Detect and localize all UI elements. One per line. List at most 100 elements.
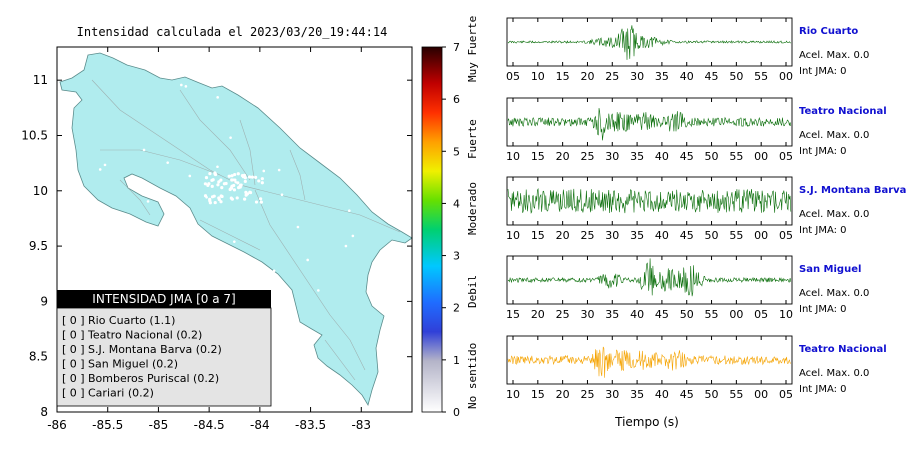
station-dot (111, 281, 114, 284)
time-tick-label: 10 (506, 150, 520, 163)
station-dot (219, 200, 223, 204)
station-dot (211, 178, 215, 182)
station-dot (285, 117, 288, 121)
colorbar-tick-label: 4 (453, 197, 460, 210)
station-name: Teatro Nacional (799, 106, 887, 117)
legend-item-label: Bomberos Puriscal (0.2) (88, 372, 219, 385)
time-tick-label: 45 (705, 70, 719, 83)
station-dot (231, 178, 235, 182)
station-dot (243, 197, 247, 201)
seismogram-panels: 05 10 15 20 25 30 35 40 45 50 55 00 Rio Cuarto Acel. … (506, 17, 906, 401)
colorbar-ticks: 0 1 2 3 4 5 6 7 (442, 41, 460, 419)
station-dot (156, 248, 159, 252)
station-dot (210, 195, 215, 199)
waveform-line (507, 258, 792, 297)
time-tick-label: 35 (630, 388, 644, 401)
seismogram-panel: 10 15 20 25 30 35 40 45 50 55 00 05 S.J. Montana Bar… (506, 176, 906, 242)
time-tick-label: 20 (531, 308, 545, 321)
accel-max: Acel. Max. 0.0 (799, 368, 869, 379)
colorbar-band-label: Fuerte (466, 119, 479, 159)
legend-item-value: [ 0 ] (62, 314, 85, 327)
time-tick-label: 35 (605, 308, 619, 321)
intensity-colorbar (421, 46, 443, 413)
time-tick-label: 55 (754, 70, 768, 83)
station-dot (259, 200, 263, 204)
station-dot (123, 285, 127, 289)
time-tick-label: 00 (779, 70, 793, 83)
lon-tick-label: -85 (149, 418, 169, 432)
colorbar-tick-label: 6 (453, 93, 460, 106)
station-dot (233, 172, 237, 177)
time-tick-label: 50 (705, 388, 719, 401)
trace-frame (506, 176, 793, 226)
waveform-line (507, 187, 792, 214)
time-tick-label: 05 (779, 150, 793, 163)
station-dot (260, 181, 264, 185)
station-dot (259, 197, 263, 201)
station-dot (216, 165, 219, 169)
station-dot (184, 85, 188, 88)
time-tick-label: 55 (729, 150, 743, 163)
station-dot (216, 96, 219, 99)
colorbar-tick-label: 2 (453, 302, 460, 315)
colorbar-tick-label: 7 (453, 41, 460, 54)
lat-tick-label: 11 (33, 73, 48, 87)
time-tick-label: 35 (655, 70, 669, 83)
time-tick-label: 05 (779, 229, 793, 242)
lon-tick-label: -85.5 (92, 418, 123, 432)
legend-item-value: [ 0 ] (62, 343, 85, 356)
station-dot (230, 174, 234, 178)
station-dot (219, 194, 223, 198)
station-name: San Miguel (799, 264, 861, 275)
station-dot (208, 201, 212, 205)
station-dot (103, 163, 107, 167)
time-tick-label: 45 (680, 388, 694, 401)
station-dot (207, 182, 211, 186)
time-tick-label: 35 (630, 229, 644, 242)
station-dot (238, 185, 242, 189)
time-tick-label: 25 (580, 388, 594, 401)
station-dot (213, 171, 217, 175)
station-dot (250, 175, 255, 179)
time-tick-label: 05 (506, 70, 520, 83)
seismogram-panel: 05 10 15 20 25 30 35 40 45 50 55 00 Rio Cuarto Acel. … (506, 17, 869, 83)
time-tick-label: 45 (680, 150, 694, 163)
lon-tick-label: -84 (250, 418, 270, 432)
waveform-line (507, 108, 792, 141)
costa-rica-landmass (59, 52, 413, 407)
waveform-line (507, 346, 792, 378)
station-dot (98, 168, 102, 171)
station-dot (188, 174, 192, 178)
time-tick-label: 55 (729, 229, 743, 242)
station-dot (219, 248, 223, 252)
station-dot (243, 179, 247, 184)
time-tick-label: 40 (680, 70, 694, 83)
time-tick-label: 45 (680, 229, 694, 242)
station-dot (204, 176, 209, 180)
station-dot (241, 175, 245, 179)
colorbar-tick-label: 1 (453, 354, 460, 367)
intensity-legend: INTENSIDAD JMA [0 a 7] [ 0 ] Rio Cuarto (… (56, 290, 272, 407)
station-dot (233, 240, 236, 243)
colorbar-band-label: Muy Fuerte (466, 16, 479, 82)
station-dot (245, 192, 250, 196)
time-tick-label: 25 (580, 229, 594, 242)
time-tick-label: 25 (605, 70, 619, 83)
station-dot (205, 195, 208, 199)
accel-max: Acel. Max. 0.0 (799, 209, 869, 220)
station-dot (254, 200, 259, 204)
time-tick-label: 00 (729, 308, 743, 321)
station-dot (227, 174, 231, 178)
time-tick-label: 40 (655, 229, 669, 242)
station-name: Teatro Nacional (799, 344, 887, 355)
legend-title: INTENSIDAD JMA [0 a 7] (92, 292, 235, 306)
station-dot (217, 196, 221, 200)
station-dot (279, 114, 283, 117)
station-dot (247, 175, 252, 179)
time-tick-label: 10 (531, 70, 545, 83)
colorbar-band-labels: No sentido Debil Moderado Fuerte Muy Fuerte (466, 16, 479, 409)
time-tick-label: 05 (754, 308, 768, 321)
station-dot (208, 172, 212, 176)
station-dot (306, 258, 309, 262)
colorbar-tick-label: 5 (453, 145, 460, 158)
